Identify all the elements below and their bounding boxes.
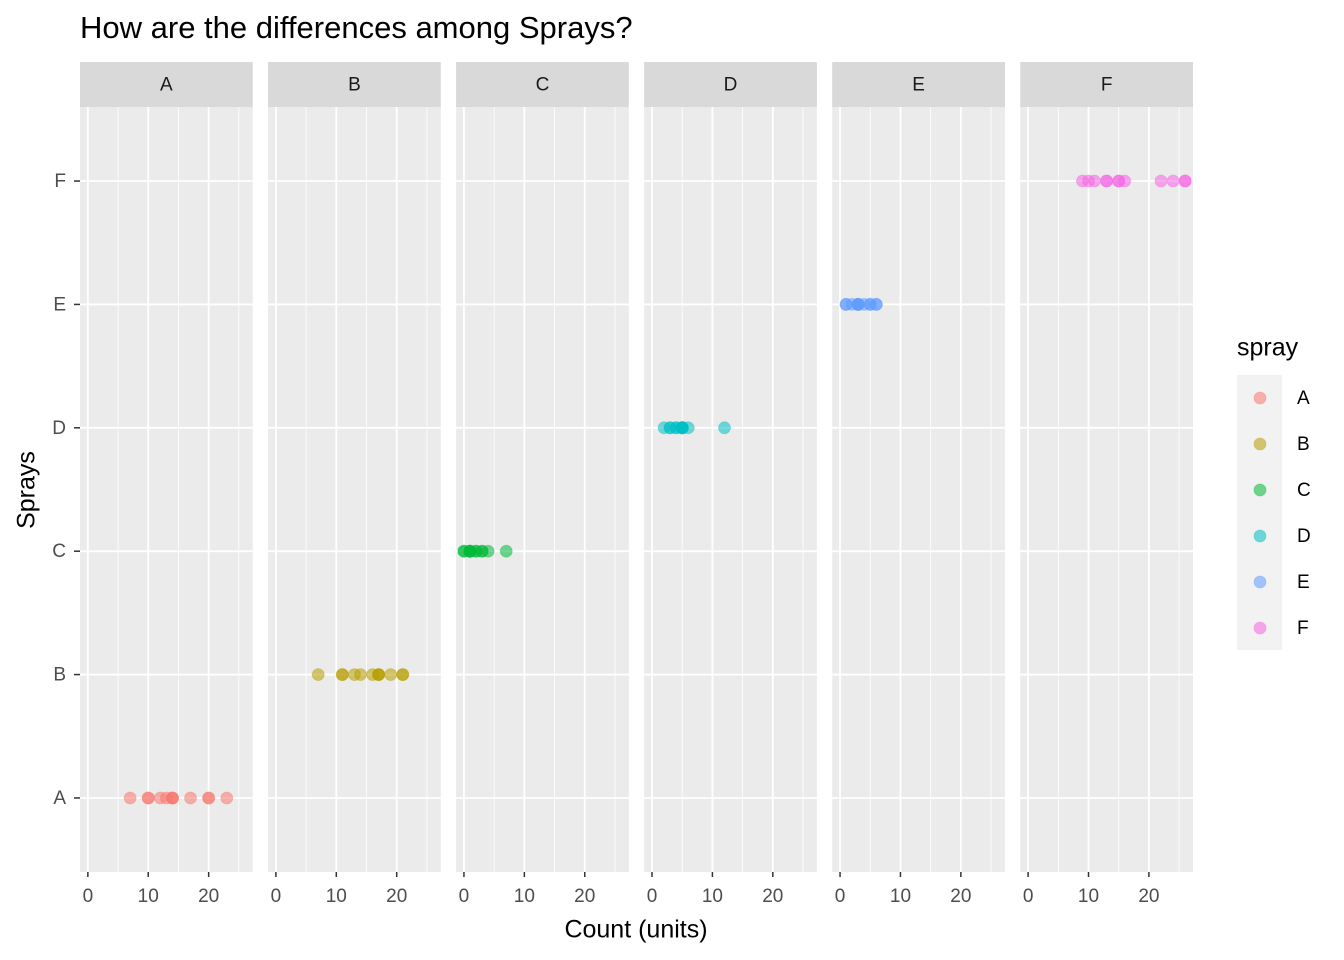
facet-strip — [456, 62, 629, 107]
point — [1178, 174, 1192, 188]
y-tick-label: A — [53, 788, 66, 809]
point — [123, 791, 137, 805]
point — [1154, 174, 1168, 188]
facet-strip — [80, 62, 253, 107]
legend-marker — [1253, 621, 1267, 635]
facet-label: D — [724, 75, 738, 96]
legend-label: F — [1297, 618, 1309, 639]
point — [1100, 174, 1114, 188]
x-tick-label: 20 — [950, 886, 971, 907]
point — [372, 668, 386, 682]
point — [499, 544, 513, 558]
point — [481, 544, 495, 558]
facet-strip — [644, 62, 817, 107]
x-tick-label: 10 — [890, 886, 911, 907]
point — [657, 421, 671, 435]
x-tick-label: 20 — [386, 886, 407, 907]
facet-strip — [1020, 62, 1193, 107]
legend-label: E — [1297, 572, 1310, 593]
x-tick-label: 0 — [647, 886, 658, 907]
panel-background — [832, 107, 1005, 872]
y-tick-label: B — [53, 665, 66, 686]
point — [141, 791, 155, 805]
y-tick-label: C — [52, 541, 66, 562]
x-tick-label: 0 — [271, 886, 282, 907]
point — [159, 791, 173, 805]
legend-marker — [1253, 575, 1267, 589]
point — [857, 297, 871, 311]
y-tick-label: E — [53, 294, 66, 315]
point — [869, 297, 883, 311]
x-tick-label: 20 — [574, 886, 595, 907]
legend-key-background — [1237, 375, 1282, 650]
point — [311, 668, 325, 682]
y-tick-label: D — [52, 418, 66, 439]
point — [347, 668, 361, 682]
panel-background — [456, 107, 629, 872]
legend-label: B — [1297, 434, 1310, 455]
x-tick-label: 0 — [459, 886, 470, 907]
x-tick-label: 20 — [198, 886, 219, 907]
legend-marker — [1253, 391, 1267, 405]
point — [669, 421, 683, 435]
panel-background — [644, 107, 817, 872]
legend-label: C — [1297, 480, 1311, 501]
point — [220, 791, 234, 805]
chart-title: How are the differences among Sprays? — [80, 10, 633, 45]
point — [396, 668, 410, 682]
x-tick-label: 20 — [762, 886, 783, 907]
panel-background — [1020, 107, 1193, 872]
legend-title: spray — [1237, 334, 1299, 362]
point — [1166, 174, 1180, 188]
facet-label: A — [160, 75, 173, 96]
legend-marker — [1253, 529, 1267, 543]
facet-label: E — [912, 75, 925, 96]
facet-label: C — [536, 75, 550, 96]
x-tick-label: 0 — [1023, 886, 1034, 907]
legend-label: A — [1297, 388, 1310, 409]
y-axis-label: Sprays — [13, 451, 41, 529]
x-tick-label: 10 — [702, 886, 723, 907]
x-tick-label: 0 — [83, 886, 94, 907]
legend-marker — [1253, 483, 1267, 497]
facet-strip — [268, 62, 441, 107]
y-tick-label: F — [54, 171, 66, 192]
point — [335, 668, 349, 682]
facet-label: B — [348, 75, 361, 96]
point — [845, 297, 859, 311]
point — [463, 544, 477, 558]
facet-label: F — [1101, 75, 1113, 96]
panel-background — [268, 107, 441, 872]
legend-label: D — [1297, 526, 1311, 547]
point — [717, 421, 731, 435]
x-tick-label: 10 — [514, 886, 535, 907]
point — [1118, 174, 1132, 188]
legend-marker — [1253, 437, 1267, 451]
x-tick-label: 10 — [1078, 886, 1099, 907]
point — [202, 791, 216, 805]
point — [184, 791, 198, 805]
x-tick-label: 10 — [138, 886, 159, 907]
panel-background — [80, 107, 253, 872]
point — [384, 668, 398, 682]
x-axis-label: Count (units) — [564, 916, 707, 944]
x-tick-label: 0 — [835, 886, 846, 907]
point — [1082, 174, 1096, 188]
x-tick-label: 20 — [1138, 886, 1159, 907]
x-tick-label: 10 — [326, 886, 347, 907]
facet-strip — [832, 62, 1005, 107]
